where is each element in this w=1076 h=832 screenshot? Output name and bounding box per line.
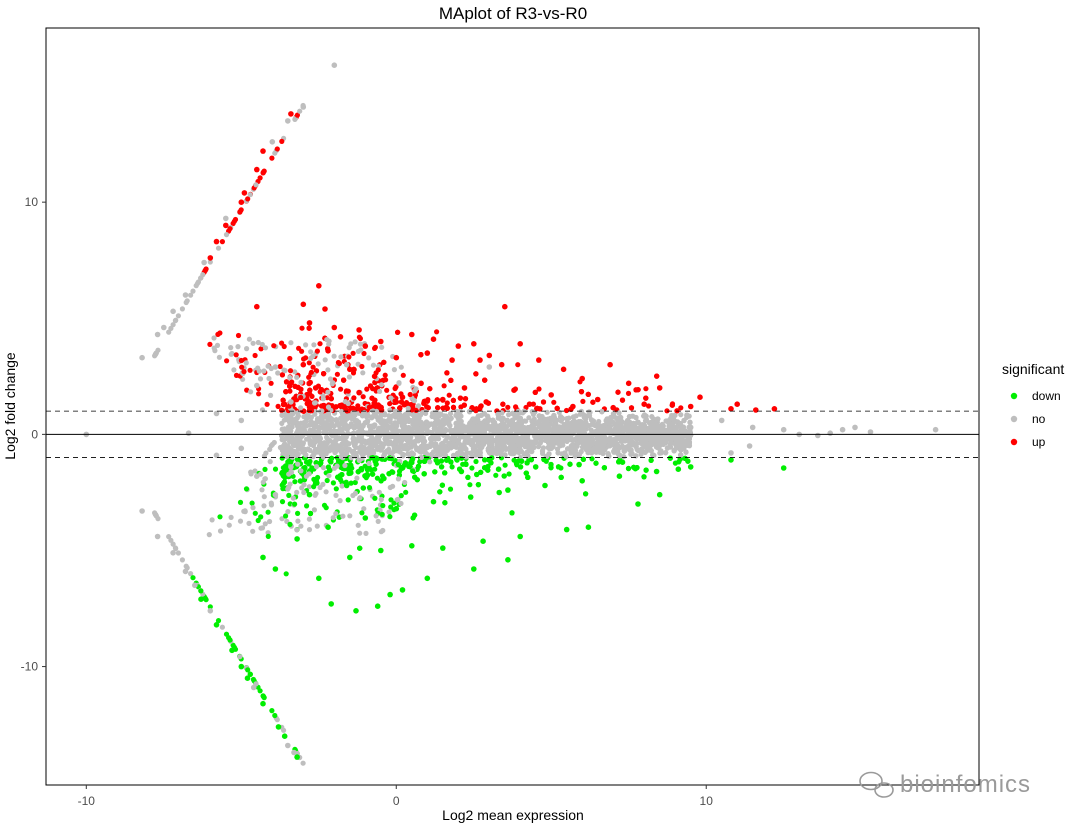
cloud-point bbox=[304, 436, 310, 442]
cloud-point bbox=[513, 404, 519, 410]
cloud-point bbox=[292, 479, 298, 485]
cloud-point bbox=[589, 456, 595, 462]
cloud-point bbox=[283, 571, 289, 577]
cloud-point bbox=[387, 401, 393, 407]
cloud-point bbox=[447, 486, 454, 492]
cloud-point bbox=[473, 458, 479, 465]
cloud-point bbox=[678, 412, 684, 418]
cloud-point bbox=[454, 456, 460, 462]
cloud-point bbox=[444, 405, 450, 411]
cloud-point bbox=[493, 472, 499, 478]
cloud-point bbox=[619, 397, 626, 403]
cloud-point bbox=[529, 448, 535, 455]
cloud-point bbox=[440, 405, 446, 411]
cloud-point bbox=[313, 460, 319, 466]
cloud-point bbox=[544, 409, 550, 415]
cloud-point bbox=[334, 371, 340, 377]
cloud-point bbox=[381, 359, 387, 365]
cloud-point bbox=[469, 465, 475, 471]
cloud-point bbox=[316, 425, 322, 431]
cloud-point bbox=[299, 325, 305, 331]
cloud-point bbox=[279, 407, 285, 413]
cloud-point bbox=[539, 448, 546, 454]
cloud-point bbox=[628, 405, 635, 411]
cloud-point bbox=[515, 362, 521, 368]
cloud-point bbox=[286, 492, 292, 498]
cloud-point bbox=[505, 404, 511, 410]
cloud-point bbox=[548, 465, 554, 471]
cloud-point bbox=[536, 386, 542, 392]
cloud-point bbox=[526, 415, 532, 421]
cloud-point bbox=[352, 479, 358, 486]
cloud-point bbox=[333, 417, 340, 423]
cloud-point bbox=[663, 418, 669, 424]
chart-title: MAplot of R3-vs-R0 bbox=[439, 4, 587, 23]
cloud-point bbox=[454, 451, 460, 457]
cloud-point bbox=[297, 478, 303, 484]
cloud-point bbox=[643, 386, 649, 392]
cloud-point bbox=[551, 399, 557, 405]
cloud-point bbox=[403, 489, 409, 495]
cloud-point bbox=[412, 474, 418, 480]
cloud-point bbox=[523, 418, 529, 424]
cloud-point bbox=[467, 482, 473, 488]
cloud-point bbox=[512, 415, 518, 421]
cloud-point bbox=[306, 360, 312, 366]
cloud-point bbox=[449, 464, 455, 470]
cloud-point bbox=[446, 392, 452, 398]
cloud-point bbox=[580, 398, 586, 404]
cloud-point bbox=[465, 474, 471, 480]
cloud-point bbox=[444, 370, 450, 376]
cloud-point bbox=[324, 477, 330, 484]
cloud-point bbox=[317, 341, 323, 347]
cloud-point bbox=[643, 467, 649, 473]
cloud-point bbox=[361, 350, 367, 357]
cloud-point bbox=[370, 471, 376, 477]
cloud-point bbox=[638, 451, 644, 457]
cloud-point bbox=[441, 383, 447, 389]
cloud-point bbox=[380, 377, 386, 383]
cloud-point bbox=[350, 350, 356, 356]
cloud-point bbox=[530, 401, 537, 407]
cloud-point bbox=[649, 414, 655, 420]
cloud-point bbox=[354, 438, 360, 444]
cloud-point bbox=[558, 414, 564, 420]
cloud-point bbox=[541, 456, 547, 463]
cloud-point bbox=[462, 396, 469, 402]
cloud-point bbox=[672, 460, 679, 466]
cloud-point bbox=[391, 500, 397, 506]
cloud-point bbox=[506, 471, 512, 477]
cloud-point bbox=[482, 427, 488, 433]
cloud-point bbox=[643, 395, 649, 401]
cloud-point bbox=[328, 396, 334, 402]
cloud-point bbox=[444, 400, 450, 406]
cloud-point bbox=[437, 489, 443, 495]
cloud-point bbox=[280, 480, 287, 486]
cloud-point bbox=[677, 420, 684, 427]
cloud-point bbox=[502, 462, 508, 468]
cloud-point bbox=[590, 399, 596, 405]
point-cloud bbox=[152, 102, 694, 766]
cloud-point bbox=[635, 448, 641, 454]
cloud-point bbox=[434, 329, 440, 335]
cloud-point bbox=[338, 386, 344, 392]
cloud-point bbox=[678, 405, 684, 411]
cloud-point bbox=[447, 411, 454, 417]
cloud-point bbox=[563, 407, 570, 414]
cloud-point bbox=[646, 403, 652, 409]
cloud-point bbox=[474, 471, 480, 478]
cloud-point bbox=[450, 404, 457, 410]
cloud-point bbox=[625, 390, 632, 396]
cloud-point bbox=[407, 464, 413, 470]
cloud-point bbox=[324, 395, 330, 401]
